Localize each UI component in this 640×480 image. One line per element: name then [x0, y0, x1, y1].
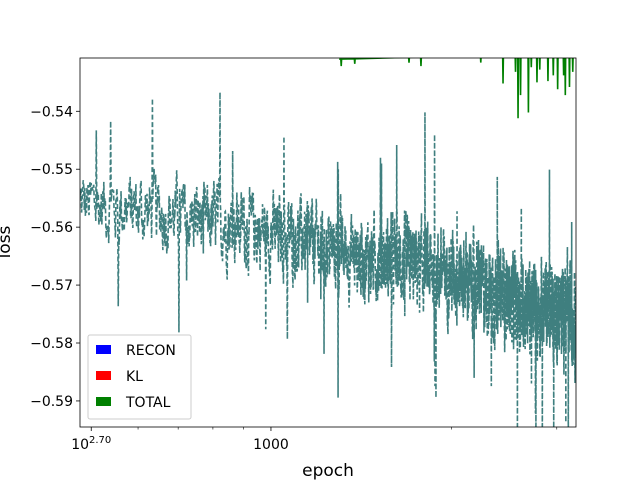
plot-frame — [79, 57, 577, 428]
x-axis-label: epoch — [302, 461, 354, 480]
x-tick-label: 1000 — [253, 437, 289, 453]
x-tick-label: 102.70 — [71, 435, 111, 453]
legend-swatch — [96, 345, 111, 354]
y-tick-label: −0.55 — [30, 162, 73, 178]
y-tick-label: −0.58 — [30, 336, 73, 352]
legend-swatch — [96, 371, 111, 380]
y-tick-label: −0.56 — [30, 220, 73, 236]
x-axis-ticks: 102.70 1000 — [71, 427, 558, 453]
y-tick-label: −0.59 — [30, 394, 73, 410]
y-axis-label: loss — [0, 225, 15, 258]
y-tick-label: −0.54 — [30, 104, 73, 120]
y-tick-label: −0.57 — [30, 278, 73, 294]
series-layer — [80, 58, 576, 427]
legend: RECON KL TOTAL — [87, 334, 192, 420]
legend-box — [87, 334, 192, 420]
y-axis-ticks: −0.54 −0.55 −0.56 −0.57 −0.58 −0.59 — [30, 104, 80, 410]
legend-label: RECON — [126, 343, 176, 359]
legend-label: KL — [126, 369, 143, 385]
series-line-dashed — [80, 92, 576, 427]
series-line-total — [339, 58, 574, 119]
legend-swatch — [96, 397, 111, 406]
legend-label: TOTAL — [125, 395, 171, 411]
